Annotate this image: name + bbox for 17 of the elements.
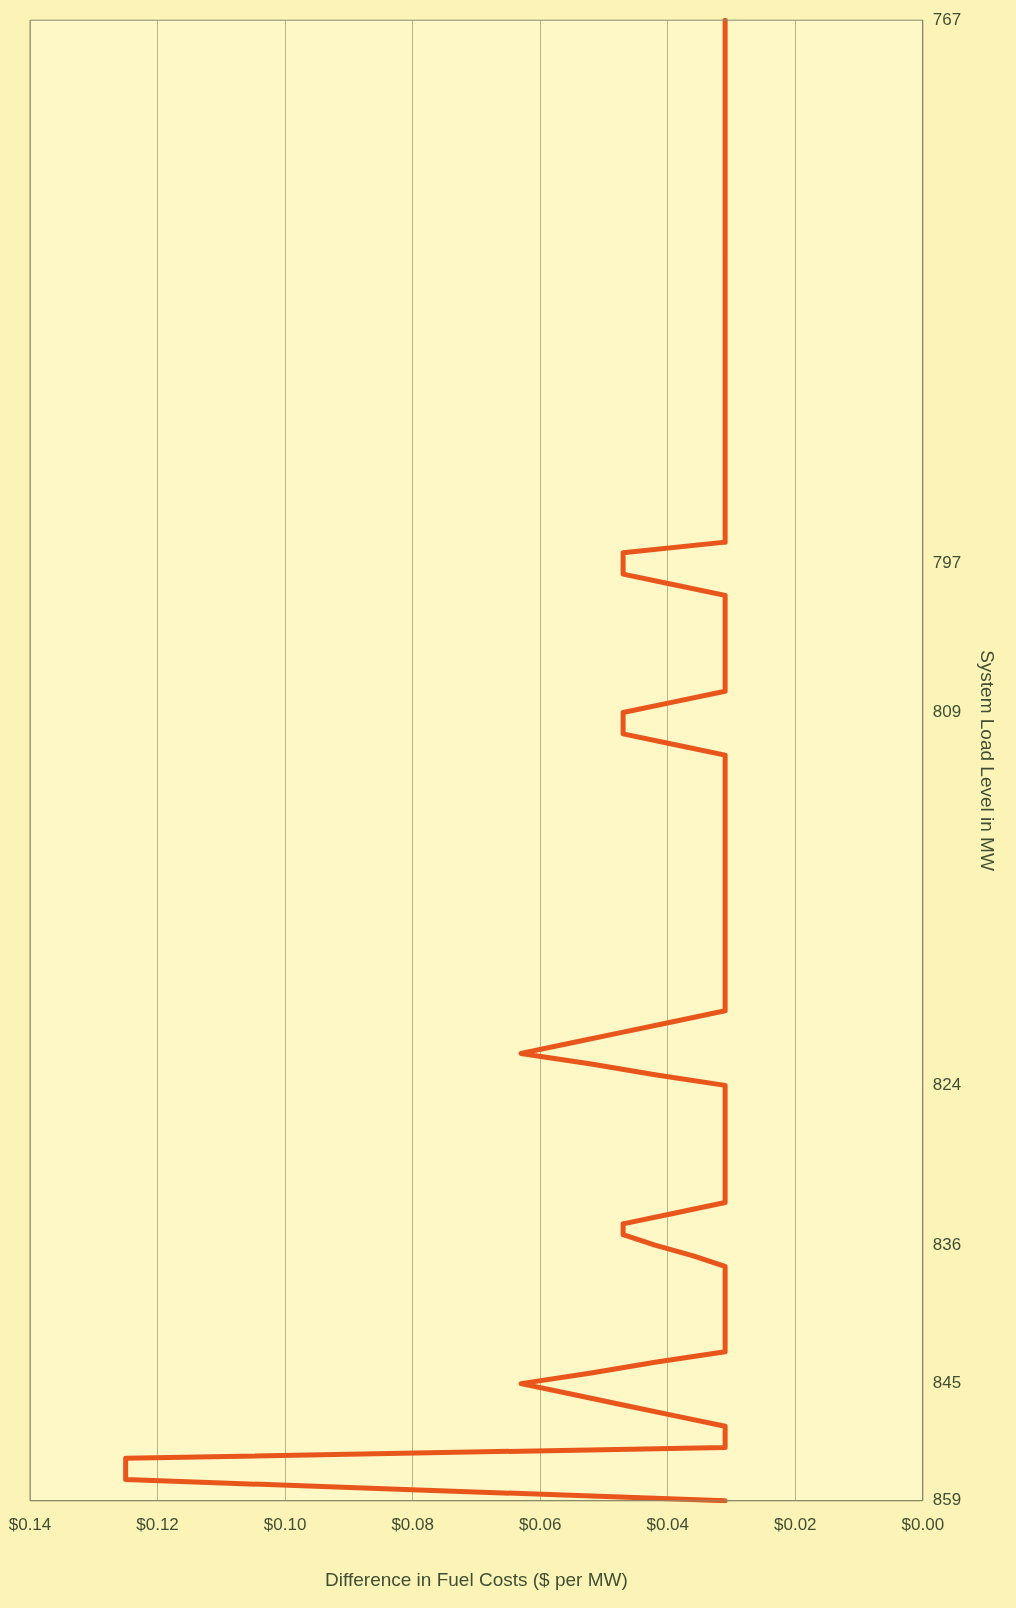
y-tick-label: 845 bbox=[932, 1373, 962, 1393]
x-tick-label: $0.00 bbox=[901, 1514, 945, 1534]
y-tick-label: 836 bbox=[932, 1234, 962, 1254]
x-tick-label: $0.06 bbox=[518, 1514, 562, 1534]
y-tick-label: 797 bbox=[932, 553, 962, 573]
x-tick-label: $0.10 bbox=[263, 1514, 307, 1534]
x-axis-title: Difference in Fuel Costs ($ per MW) bbox=[325, 1568, 628, 1590]
x-tick-label: $0.04 bbox=[646, 1514, 690, 1534]
x-tick-label: $0.12 bbox=[136, 1514, 179, 1534]
y-tick-label: 824 bbox=[932, 1075, 962, 1095]
y-axis-title: System Load Level in MW bbox=[977, 650, 999, 871]
x-tick-label: $0.02 bbox=[774, 1514, 817, 1534]
y-tick-label: 767 bbox=[932, 9, 962, 29]
y-tick-label: 859 bbox=[932, 1490, 962, 1510]
x-tick-label: $0.14 bbox=[8, 1514, 52, 1534]
y-tick-label: 809 bbox=[932, 702, 962, 722]
x-tick-label: $0.08 bbox=[391, 1514, 434, 1534]
